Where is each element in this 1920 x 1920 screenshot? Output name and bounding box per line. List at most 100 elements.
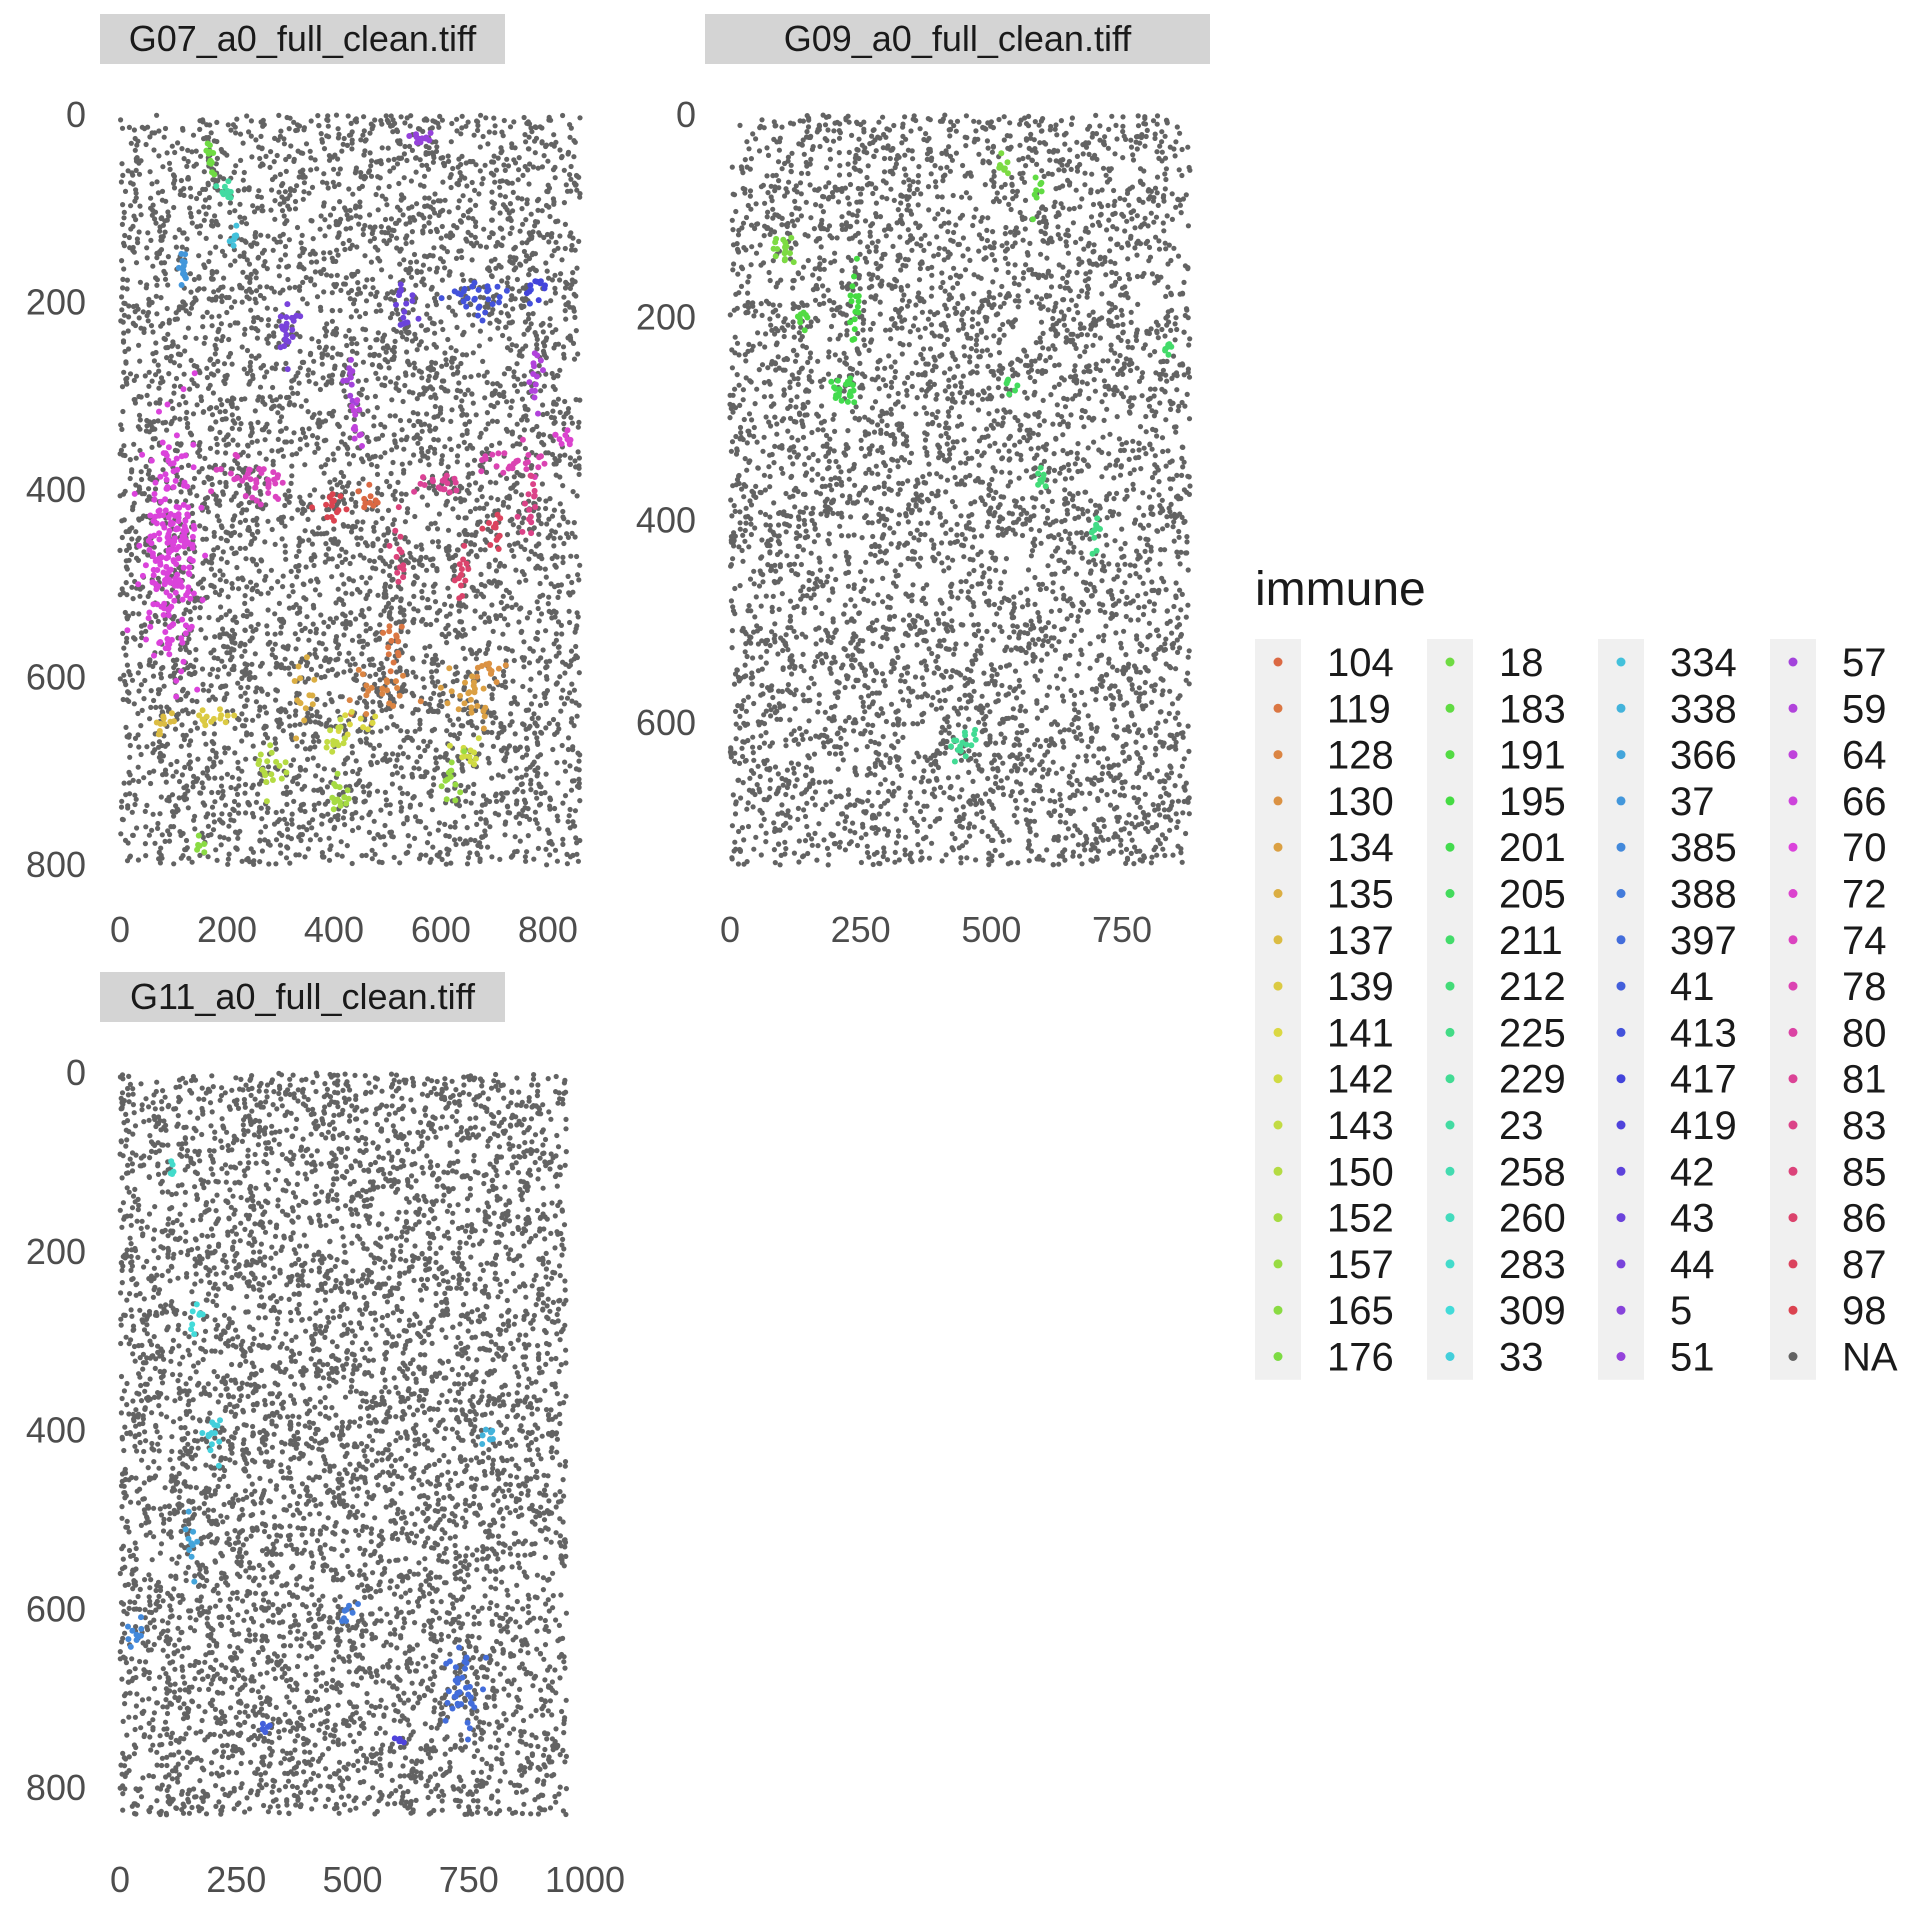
data-point-na xyxy=(575,351,581,357)
data-point-na xyxy=(151,147,157,153)
data-point-na xyxy=(557,277,563,283)
data-point-na xyxy=(136,342,142,348)
data-point-na xyxy=(363,595,369,602)
data-point-na xyxy=(380,335,386,341)
data-point-na xyxy=(526,660,533,666)
data-point-na xyxy=(576,471,582,477)
data-point-na xyxy=(358,526,364,532)
data-point-na xyxy=(218,587,225,594)
data-point-na xyxy=(313,731,319,737)
data-point-na xyxy=(341,135,347,142)
data-point-na xyxy=(248,353,255,359)
data-point-na xyxy=(254,522,260,528)
data-point-na xyxy=(286,126,292,132)
data-point-na xyxy=(232,208,238,214)
data-point-na xyxy=(119,258,125,264)
data-point-na xyxy=(273,361,279,367)
data-point-na xyxy=(343,549,349,555)
data-point-na xyxy=(360,359,366,365)
data-point-na xyxy=(572,629,578,635)
data-point-na xyxy=(422,421,428,427)
data-point-na xyxy=(137,642,143,649)
data-point-na xyxy=(444,249,450,255)
data-point-na xyxy=(329,318,335,324)
data-point-na xyxy=(197,118,203,124)
data-point-na xyxy=(222,373,228,379)
data-point-na xyxy=(503,324,509,330)
data-point-na xyxy=(246,381,252,387)
data-point-na xyxy=(229,425,235,431)
data-point-na xyxy=(461,813,467,819)
data-point-na xyxy=(518,544,524,550)
data-point-na xyxy=(464,238,470,244)
data-point-na xyxy=(551,248,557,254)
data-point-na xyxy=(124,566,130,572)
data-point-na xyxy=(284,114,290,121)
data-point-na xyxy=(279,405,285,411)
data-point-na xyxy=(502,303,509,309)
data-point-na xyxy=(403,491,409,497)
data-point-na xyxy=(207,357,213,363)
data-point-na xyxy=(333,634,340,640)
data-point-na xyxy=(557,501,563,507)
data-point-na xyxy=(167,166,173,172)
data-point-na xyxy=(571,138,577,144)
data-point-na xyxy=(281,141,287,147)
data-point-na xyxy=(489,310,495,316)
data-point-na xyxy=(311,487,318,493)
facet-strip-background xyxy=(100,14,505,64)
data-point-na xyxy=(454,453,461,459)
data-point-na xyxy=(574,610,580,616)
data-point-na xyxy=(467,197,473,203)
data-point-na xyxy=(298,240,304,246)
data-point-na xyxy=(527,232,534,238)
data-point-na xyxy=(534,423,540,430)
data-point-na xyxy=(565,409,571,415)
data-point-na xyxy=(463,798,469,804)
data-point-na xyxy=(479,742,485,748)
data-point-na xyxy=(136,688,142,694)
data-point-na xyxy=(134,825,140,831)
data-point-na xyxy=(379,491,385,498)
data-point-na xyxy=(132,309,138,315)
data-point-na xyxy=(244,730,250,736)
data-point-na xyxy=(300,174,306,180)
data-point-na xyxy=(245,684,251,690)
data-point-na xyxy=(285,276,291,283)
data-point-na xyxy=(430,539,436,545)
data-point-na xyxy=(242,781,249,788)
facet-strip-label: G07_a0_full_clean.tiff xyxy=(129,18,478,59)
data-point-na xyxy=(401,446,407,452)
data-point-na xyxy=(133,260,140,266)
data-point-na xyxy=(555,594,561,601)
data-point-na xyxy=(327,212,334,218)
data-point-na xyxy=(138,623,145,629)
data-point-na xyxy=(248,118,254,124)
data-point-na xyxy=(353,616,359,622)
data-point-na xyxy=(234,405,240,411)
data-point-na xyxy=(433,226,439,232)
data-point-na xyxy=(148,780,154,787)
data-point-na xyxy=(326,134,332,140)
data-point-na xyxy=(225,856,231,862)
data-point-na xyxy=(186,752,192,758)
data-point-na xyxy=(465,462,471,468)
data-point-na xyxy=(422,747,428,754)
data-point-na xyxy=(284,218,290,224)
data-point-na xyxy=(426,220,432,226)
data-point-na xyxy=(535,715,541,721)
data-point-na xyxy=(128,572,134,578)
data-point-na xyxy=(521,664,527,670)
data-point-na xyxy=(286,488,292,494)
data-point-na xyxy=(567,285,574,291)
data-point-na xyxy=(244,697,250,703)
data-point-na xyxy=(186,855,192,861)
data-point-na xyxy=(514,775,520,781)
data-point-na xyxy=(426,195,432,201)
data-point-na xyxy=(410,307,416,313)
data-point-na xyxy=(326,546,332,552)
data-point-na xyxy=(120,202,126,208)
data-point-na xyxy=(141,549,147,555)
data-point-na xyxy=(314,441,320,447)
data-point-na xyxy=(213,754,219,760)
